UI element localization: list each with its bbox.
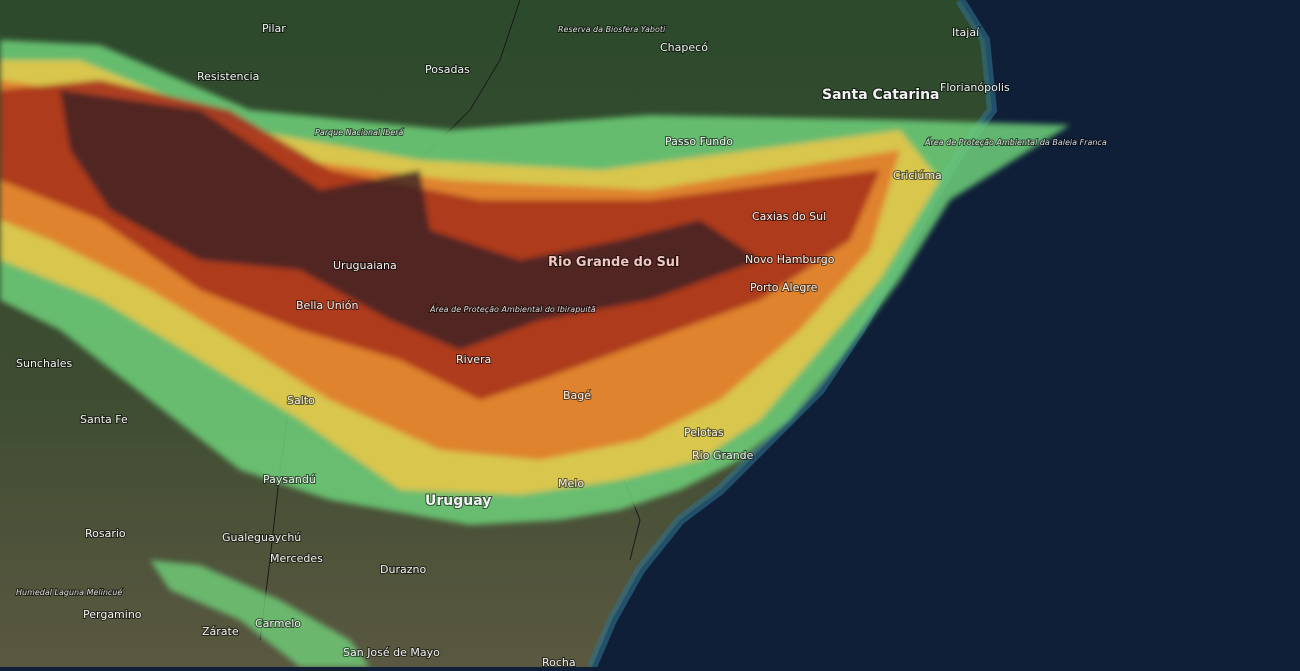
place-label: Florianópolis	[940, 81, 1010, 94]
place-label: Gualeguaychú	[222, 531, 301, 544]
place-label: Uruguaiana	[333, 259, 397, 272]
place-label: Área de Proteção Ambiental do Ibirapuitã	[429, 303, 596, 314]
place-label: Caxias do Sul	[752, 210, 826, 223]
place-label: Sunchales	[16, 357, 73, 370]
place-label: Salto	[287, 394, 315, 407]
place-label: Pelotas	[684, 426, 724, 439]
place-label: Mercedes	[270, 552, 323, 565]
place-label: Uruguay	[425, 493, 491, 509]
precip-extreme	[60, 90, 760, 350]
place-label: Resistencia	[197, 70, 259, 83]
place-label: Pilar	[262, 22, 286, 35]
precipitation	[0, 40, 1070, 667]
place-label: Posadas	[425, 63, 470, 76]
place-label: Itajaí	[952, 26, 980, 39]
place-label: Paysandú	[263, 473, 316, 486]
place-label: Pergamino	[83, 608, 142, 621]
precip-low	[150, 560, 370, 667]
place-label: Santa Catarina	[822, 87, 940, 103]
place-label: San José de Mayo	[343, 646, 440, 659]
place-labels: Pilar Reserva da Biosfera Yaboti Chapecó…	[15, 21, 1108, 670]
place-label: Chapecó	[660, 41, 708, 54]
place-label: Rivera	[456, 353, 491, 366]
place-label: Rocha	[542, 656, 576, 667]
place-label: Santa Fe	[80, 413, 128, 426]
place-label: Novo Hamburgo	[745, 253, 835, 266]
place-label: Criciúma	[893, 169, 942, 182]
place-label: Área de Proteção Ambiental da Baleia Fra…	[924, 136, 1107, 147]
place-label: Rio Grande	[692, 449, 754, 462]
place-label: Bagé	[563, 389, 591, 402]
place-label: Zárate	[202, 625, 239, 638]
place-label: Parque Nacional Iberá	[315, 128, 403, 137]
place-label: Passo Fundo	[665, 135, 733, 148]
place-label: Bella Unión	[296, 299, 358, 312]
place-label: Melo	[558, 477, 584, 490]
place-label: Rio Grande do Sul	[548, 255, 680, 270]
place-label: Humedal Laguna Melincué	[16, 587, 122, 597]
place-label: Porto Alegre	[750, 281, 818, 294]
place-label: Durazno	[380, 563, 426, 576]
place-label: Rosario	[85, 527, 126, 540]
ocean	[592, 0, 1300, 667]
place-label: Carmelo	[255, 617, 301, 630]
place-label: Reserva da Biosfera Yaboti	[558, 25, 666, 34]
